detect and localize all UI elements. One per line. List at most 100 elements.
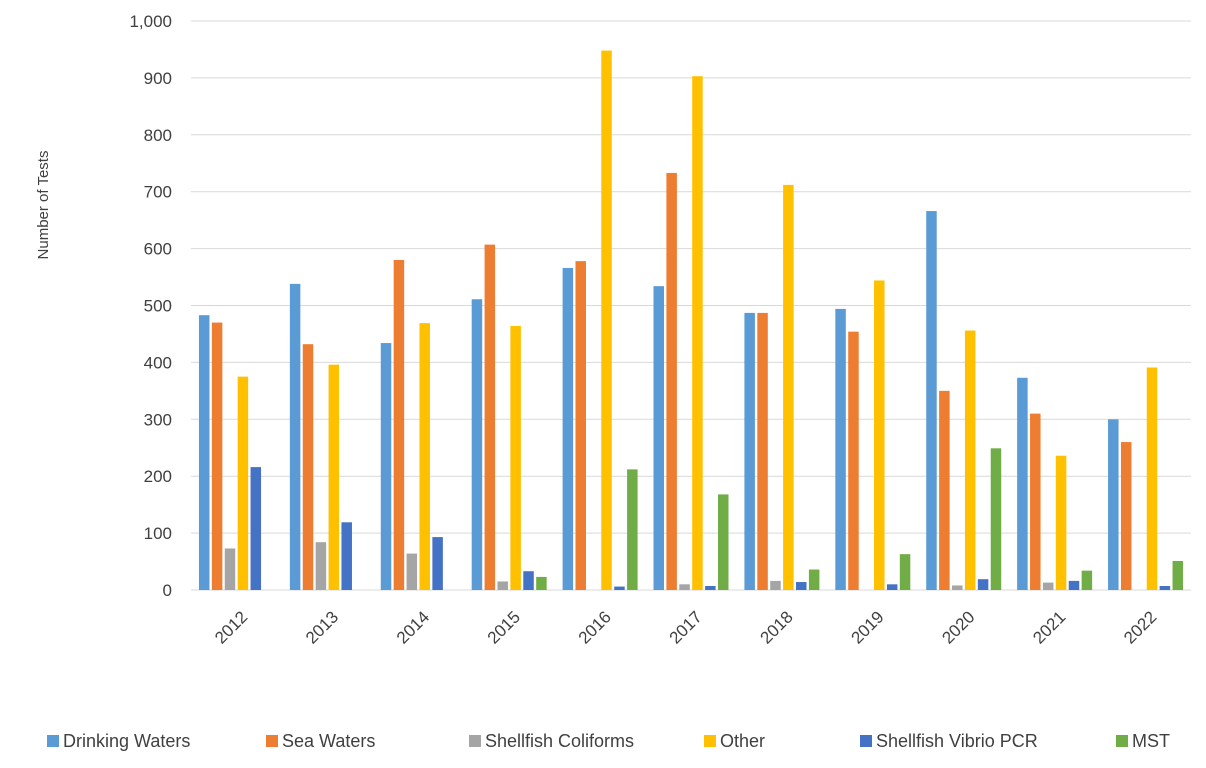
x-tick-label: 2013 [302, 607, 342, 647]
bar-mst-2018 [808, 569, 820, 590]
bar-shellfish-coliforms-2018 [770, 580, 781, 590]
bar-shellfish-coliforms-2017 [679, 584, 690, 590]
legend-label: Drinking Waters [63, 731, 190, 751]
bar-drinking-waters-2022 [1108, 419, 1119, 590]
x-tick-label: 2022 [1120, 607, 1160, 647]
legend-swatch [47, 735, 59, 747]
bar-other-2013 [328, 364, 340, 590]
legend-label: Sea Waters [282, 731, 375, 751]
bar-sea-waters-2012 [211, 322, 223, 590]
bar-shellfish-coliforms-2012 [224, 548, 236, 590]
bar-drinking-waters-2019 [835, 308, 846, 590]
x-tick-label: 2017 [666, 607, 706, 647]
bar-sea-waters-2022 [1120, 442, 1132, 590]
bar-shellfish-vibrio-pcr-2022 [1159, 586, 1171, 590]
bar-mst-2021 [1081, 570, 1093, 590]
bar-shellfish-vibrio-pcr-2018 [796, 582, 807, 590]
y-tick-label: 300 [144, 410, 172, 429]
y-tick-label: 0 [163, 581, 172, 600]
bar-sea-waters-2021 [1030, 413, 1041, 590]
bar-other-2012 [237, 376, 249, 590]
bar-drinking-waters-2014 [380, 343, 392, 590]
x-tick-label: 2020 [938, 607, 978, 647]
bar-shellfish-vibrio-pcr-2013 [341, 522, 352, 590]
x-axis-ticks: 2012 2013 2014 2015 2016 2017 2018 2019 2020 2021… [211, 607, 1160, 647]
bar-mst-2015 [536, 576, 547, 590]
bar-drinking-waters-2016 [562, 267, 574, 590]
bar-sea-waters-2014 [393, 259, 405, 590]
bar-other-2015 [510, 325, 521, 590]
x-tick-label: 2015 [484, 607, 524, 647]
bar-shellfish-coliforms-2020 [952, 585, 963, 590]
bar-shellfish-coliforms-2015 [497, 581, 508, 590]
bar-mst-2017 [718, 494, 729, 590]
bar-shellfish-vibrio-pcr-2020 [977, 579, 989, 590]
bar-other-2014 [419, 323, 430, 590]
legend: Drinking Waters Sea Waters Shellfish Colif… [47, 731, 1170, 751]
bar-shellfish-vibrio-pcr-2021 [1068, 580, 1080, 590]
bar-drinking-waters-2018 [744, 312, 755, 590]
bar-mst-2022 [1172, 560, 1184, 590]
y-tick-label: 600 [144, 240, 172, 259]
bar-drinking-waters-2015 [471, 299, 483, 590]
y-tick-label: 800 [144, 126, 172, 145]
y-tick-label: 1,000 [129, 12, 172, 31]
bar-mst-2016 [627, 469, 638, 590]
bar-other-2016 [601, 50, 612, 590]
x-tick-label: 2018 [757, 607, 797, 647]
bar-drinking-waters-2017 [653, 286, 664, 590]
y-tick-label: 400 [144, 353, 172, 372]
legend-swatch [469, 735, 481, 747]
legend-swatch [1116, 735, 1128, 747]
bar-other-2022 [1146, 367, 1158, 590]
y-tick-label: 100 [144, 524, 172, 543]
bar-other-2017 [692, 76, 703, 591]
bar-shellfish-vibrio-pcr-2017 [705, 586, 716, 590]
legend-label: Other [720, 731, 765, 751]
legend-swatch [266, 735, 278, 747]
y-tick-label: 200 [144, 467, 172, 486]
bar-shellfish-coliforms-2021 [1042, 582, 1054, 590]
bar-sea-waters-2019 [848, 331, 859, 590]
bar-other-2018 [783, 184, 794, 590]
gridlines [191, 20, 1191, 534]
bar-drinking-waters-2020 [926, 211, 937, 590]
x-tick-label: 2016 [575, 607, 615, 647]
bar-mst-2019 [899, 554, 911, 590]
bar-mst-2020 [990, 448, 1002, 590]
bar-shellfish-coliforms-2014 [406, 553, 418, 590]
legend-swatch [860, 735, 872, 747]
legend-label: Shellfish Coliforms [485, 731, 634, 751]
bar-shellfish-coliforms-2013 [315, 542, 327, 590]
bars [198, 50, 1184, 591]
legend-swatch [704, 735, 716, 747]
bar-shellfish-vibrio-pcr-2012 [250, 467, 262, 590]
x-tick-label: 2012 [211, 607, 251, 647]
bar-drinking-waters-2012 [198, 315, 210, 590]
y-axis-ticks: 0 100 200 300 400 500 600 700 800 900 1,000 [129, 12, 172, 600]
bar-shellfish-vibrio-pcr-2016 [614, 586, 625, 590]
bar-other-2020 [964, 330, 976, 590]
bar-shellfish-vibrio-pcr-2019 [886, 584, 898, 590]
y-tick-label: 500 [144, 297, 172, 316]
y-tick-label: 900 [144, 69, 172, 88]
bar-shellfish-vibrio-pcr-2015 [523, 571, 534, 590]
bar-sea-waters-2020 [939, 390, 950, 590]
bar-shellfish-vibrio-pcr-2014 [432, 537, 443, 590]
bar-drinking-waters-2013 [289, 283, 301, 590]
bar-sea-waters-2017 [666, 172, 677, 590]
y-axis-title: Number of Tests [35, 151, 52, 260]
bar-sea-waters-2016 [575, 261, 586, 590]
bar-sea-waters-2013 [302, 344, 314, 590]
bar-other-2021 [1055, 455, 1067, 590]
bar-other-2019 [874, 280, 885, 590]
bar-sea-waters-2015 [484, 244, 496, 590]
bar-sea-waters-2018 [757, 312, 768, 590]
x-tick-label: 2014 [393, 607, 433, 647]
y-tick-label: 700 [144, 183, 172, 202]
bar-drinking-waters-2021 [1017, 377, 1028, 590]
legend-label: Shellfish Vibrio PCR [876, 731, 1038, 751]
x-tick-label: 2019 [847, 607, 887, 647]
x-tick-label: 2021 [1029, 607, 1069, 647]
